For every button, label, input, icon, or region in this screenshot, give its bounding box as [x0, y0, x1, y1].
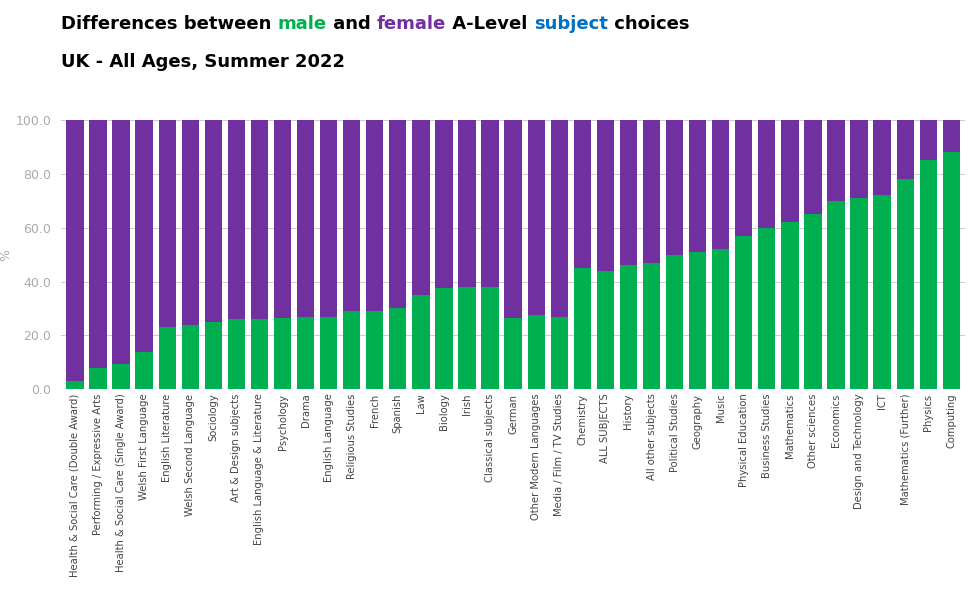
Bar [550, 120, 567, 316]
Text: A-Level: A-Level [446, 15, 533, 33]
Text: UK - All Ages, Summer 2022: UK - All Ages, Summer 2022 [61, 53, 345, 71]
Bar [204, 322, 222, 389]
Bar [158, 120, 175, 327]
Bar [711, 249, 729, 389]
Bar [758, 120, 774, 228]
Bar [827, 120, 844, 201]
Bar [365, 311, 383, 389]
Bar [412, 295, 429, 389]
Bar [758, 228, 774, 389]
Text: choices: choices [607, 15, 688, 33]
Bar [481, 287, 498, 389]
Bar [619, 265, 637, 389]
Bar [527, 120, 545, 315]
Bar [735, 235, 752, 389]
Bar [66, 382, 83, 389]
Bar [251, 120, 267, 319]
Bar [573, 268, 590, 389]
Bar [251, 319, 267, 389]
Bar [573, 120, 590, 268]
Bar [942, 120, 959, 152]
Bar [550, 316, 567, 389]
Bar [642, 262, 660, 389]
Bar [320, 120, 337, 316]
Bar [850, 198, 867, 389]
Bar [365, 120, 383, 311]
Bar [136, 120, 153, 352]
Text: male: male [277, 15, 327, 33]
Text: and: and [327, 15, 377, 33]
Bar [273, 318, 291, 389]
Bar [389, 308, 406, 389]
Bar [527, 315, 545, 389]
Bar [297, 120, 314, 316]
Text: female: female [377, 15, 446, 33]
Text: subject: subject [533, 15, 607, 33]
Bar [158, 327, 175, 389]
Bar [688, 252, 705, 389]
Text: Differences between: Differences between [61, 15, 277, 33]
Bar [435, 288, 453, 389]
Bar [504, 318, 521, 389]
Bar [919, 120, 936, 160]
Bar [803, 120, 821, 214]
Bar [435, 120, 453, 288]
Bar [458, 120, 475, 287]
Bar [228, 319, 245, 389]
Bar [711, 120, 729, 249]
Bar [320, 316, 337, 389]
Bar [181, 120, 199, 325]
Bar [481, 120, 498, 287]
Bar [895, 179, 913, 389]
Bar [872, 120, 890, 195]
Y-axis label: %: % [0, 249, 13, 261]
Bar [136, 352, 153, 389]
Bar [780, 120, 797, 222]
Bar [112, 364, 130, 389]
Bar [827, 201, 844, 389]
Bar [942, 152, 959, 389]
Bar [273, 120, 291, 318]
Bar [666, 255, 682, 389]
Bar [803, 214, 821, 389]
Bar [504, 120, 521, 318]
Bar [895, 120, 913, 179]
Bar [596, 120, 613, 271]
Bar [204, 120, 222, 322]
Bar [919, 160, 936, 389]
Bar [872, 195, 890, 389]
Bar [458, 287, 475, 389]
Bar [619, 120, 637, 265]
Bar [343, 311, 359, 389]
Bar [228, 120, 245, 319]
Bar [666, 120, 682, 255]
Bar [89, 120, 107, 368]
Bar [297, 316, 314, 389]
Bar [89, 368, 107, 389]
Bar [412, 120, 429, 295]
Bar [642, 120, 660, 262]
Bar [181, 325, 199, 389]
Bar [112, 120, 130, 364]
Bar [66, 120, 83, 382]
Bar [688, 120, 705, 252]
Bar [850, 120, 867, 198]
Bar [735, 120, 752, 235]
Bar [343, 120, 359, 311]
Bar [596, 271, 613, 389]
Bar [389, 120, 406, 308]
Bar [780, 222, 797, 389]
